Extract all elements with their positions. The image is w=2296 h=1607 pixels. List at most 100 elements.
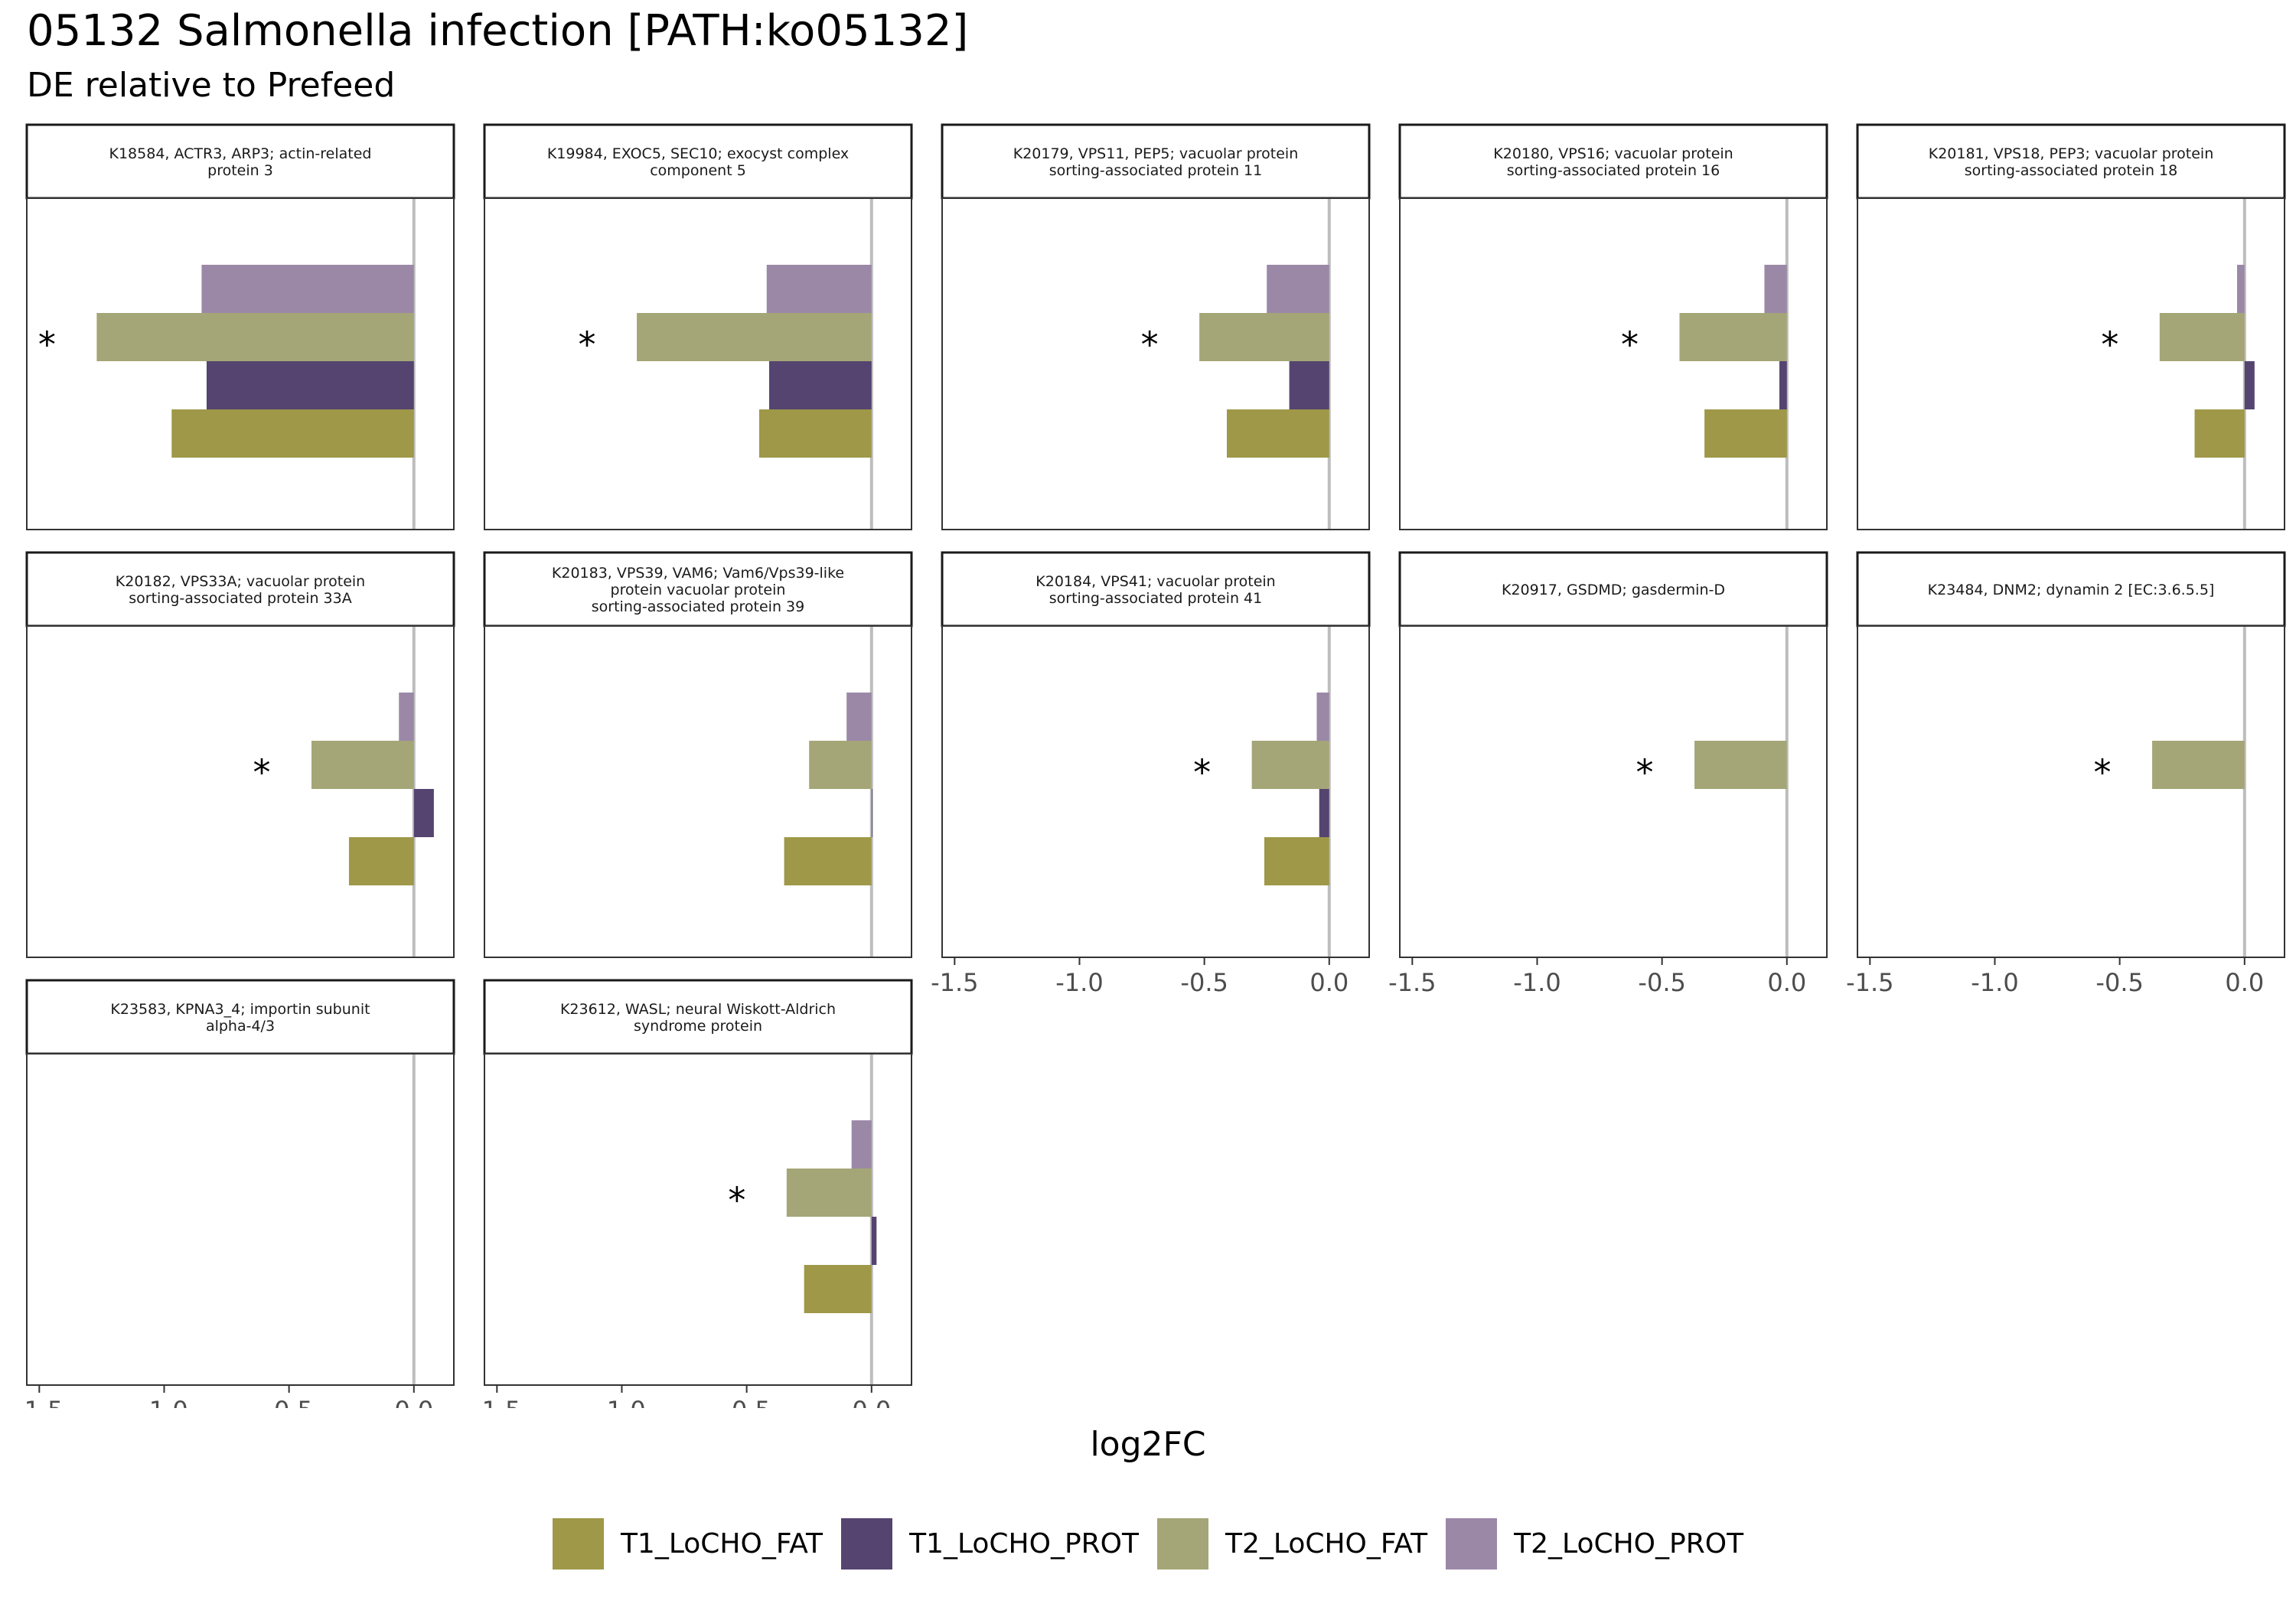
facet-panel: K20179, VPS11, PEP5; vacuolar proteinsor…: [941, 123, 1371, 530]
significance-marker: *: [728, 1180, 745, 1221]
panel-border: [26, 197, 455, 530]
facet-panel: K23583, KPNA3_4; importin subunitalpha-4…: [15, 979, 455, 1408]
bar: [1704, 409, 1787, 458]
facet-strip-label: protein 3: [207, 162, 273, 179]
bar: [846, 693, 872, 741]
panel-border: [26, 625, 455, 958]
x-tick-label: 0.0: [852, 1396, 891, 1408]
legend-item: T1_LoCHO_PROT: [841, 1518, 1139, 1570]
x-axis-title: log2FC: [1090, 1425, 1206, 1464]
bar: [1199, 313, 1329, 361]
x-tick-label: -1.0: [140, 1396, 188, 1408]
facet-panel: K20183, VPS39, VAM6; Vam6/Vps39-likeprot…: [483, 551, 913, 958]
bar: [96, 313, 414, 361]
legend-key: [841, 1518, 893, 1570]
facet-strip-label: K20182, VPS33A; vacuolar protein: [116, 573, 365, 590]
bar: [1764, 265, 1787, 313]
bar: [1679, 313, 1787, 361]
bar: [1319, 789, 1329, 837]
panel-background: [1857, 198, 2285, 530]
facet-strip: [483, 551, 913, 627]
legend-key: [552, 1518, 604, 1570]
facet-strip-label: K23583, KPNA3_4; importin subunit: [110, 1001, 370, 1018]
legend-key: [1446, 1518, 1498, 1570]
bar: [809, 741, 872, 789]
significance-marker: *: [1193, 752, 1211, 794]
facet-strip-label: K20179, VPS11, PEP5; vacuolar protein: [1013, 145, 1299, 162]
x-tick-label: 0.0: [394, 1396, 433, 1408]
x-tick-label: -0.5: [265, 1396, 312, 1408]
bar: [786, 1169, 872, 1217]
significance-marker: *: [1141, 324, 1159, 366]
bar: [399, 693, 414, 741]
faceted-bar-chart: K18584, ACTR3, ARP3; actin-relatedprotei…: [15, 123, 2286, 1408]
bar: [171, 409, 414, 458]
bar: [804, 1265, 872, 1313]
facet-strip-label: K23484, DNM2; dynamin 2 [EC:3.6.5.5]: [1928, 582, 2215, 598]
significance-marker: *: [38, 324, 56, 366]
facet-strip-label: K20180, VPS16; vacuolar protein: [1493, 145, 1733, 162]
bar: [871, 1217, 877, 1265]
facet-strip: [941, 123, 1371, 200]
facet-strip: [1398, 123, 1828, 200]
bar: [1264, 837, 1329, 885]
facet-strip-label: sorting-associated protein 41: [1049, 590, 1262, 607]
panel-border: [484, 1053, 912, 1386]
panel-border: [941, 197, 1370, 530]
bar: [2194, 409, 2245, 458]
bar: [1251, 741, 1329, 789]
legend: T1_LoCHO_FAT T1_LoCHO_PROT T2_LoCHO_FAT T2_…: [0, 1518, 2296, 1570]
facet-strip-label: K20181, VPS18, PEP3; vacuolar protein: [1929, 145, 2214, 162]
facet-panel: K20184, VPS41; vacuolar proteinsorting-a…: [931, 551, 1371, 997]
panel-background: [484, 626, 912, 957]
panel-border: [1399, 625, 1828, 958]
facet-strip-label: K23612, WASL; neural Wiskott-Aldrich: [560, 1001, 836, 1018]
legend-label: T2_LoCHO_PROT: [1514, 1528, 1744, 1560]
facet-strip-label: sorting-associated protein 16: [1507, 162, 1720, 179]
bar: [769, 361, 872, 409]
x-tick-label: -1.0: [1513, 968, 1561, 997]
bar: [784, 837, 872, 885]
facet-strip-label: K20917, GSDMD; gasdermin-D: [1502, 582, 1725, 598]
bar: [2152, 741, 2245, 789]
x-tick-label: 0.0: [2225, 968, 2264, 997]
panel-background: [27, 626, 454, 957]
bar: [1267, 265, 1329, 313]
x-tick-label: 0.0: [1767, 968, 1806, 997]
x-tick-label: -1.0: [598, 1396, 645, 1408]
significance-marker: *: [579, 324, 596, 366]
facet-panel: K23484, DNM2; dynamin 2 [EC:3.6.5.5] * -1.…: [1846, 551, 2286, 997]
facet-strip: [1856, 551, 2286, 627]
bar: [851, 1120, 872, 1169]
panel-background: [27, 1054, 454, 1385]
facet-strip: [25, 551, 455, 627]
facet-panel: K20182, VPS33A; vacuolar proteinsorting-…: [25, 551, 455, 958]
facet-strip-label: sorting-associated protein 11: [1049, 162, 1262, 179]
facet-strip-label: sorting-associated protein 18: [1965, 162, 2177, 179]
panel-border: [484, 197, 912, 530]
facet-strip: [483, 123, 913, 200]
x-tick-label: -1.5: [473, 1396, 520, 1408]
panel-background: [1400, 626, 1827, 957]
facet-panel: K23612, WASL; neural Wiskott-Aldrichsynd…: [473, 979, 913, 1408]
facet-strip-label: sorting-associated protein 39: [592, 598, 804, 615]
panel-border: [1857, 197, 2285, 530]
x-tick-label: -0.5: [1638, 968, 1685, 997]
x-tick-label: 0.0: [1309, 968, 1349, 997]
legend-item: T2_LoCHO_FAT: [1157, 1518, 1427, 1570]
x-tick-label: -1.5: [931, 968, 978, 997]
bar: [2244, 361, 2255, 409]
legend-label: T1_LoCHO_FAT: [620, 1528, 823, 1560]
panel-background: [942, 626, 1369, 957]
significance-marker: *: [2101, 324, 2118, 366]
facet-panel: K20180, VPS16; vacuolar proteinsorting-a…: [1398, 123, 1828, 530]
x-tick-label: -0.5: [2095, 968, 2143, 997]
legend-label: T1_LoCHO_PROT: [909, 1528, 1139, 1560]
x-tick-label: -1.0: [1971, 968, 2018, 997]
panel-border: [26, 1053, 455, 1386]
significance-marker: *: [2094, 752, 2112, 794]
significance-marker: *: [1636, 752, 1654, 794]
panel-background: [1400, 198, 1827, 530]
bar: [637, 313, 872, 361]
panel-background: [1857, 626, 2285, 957]
